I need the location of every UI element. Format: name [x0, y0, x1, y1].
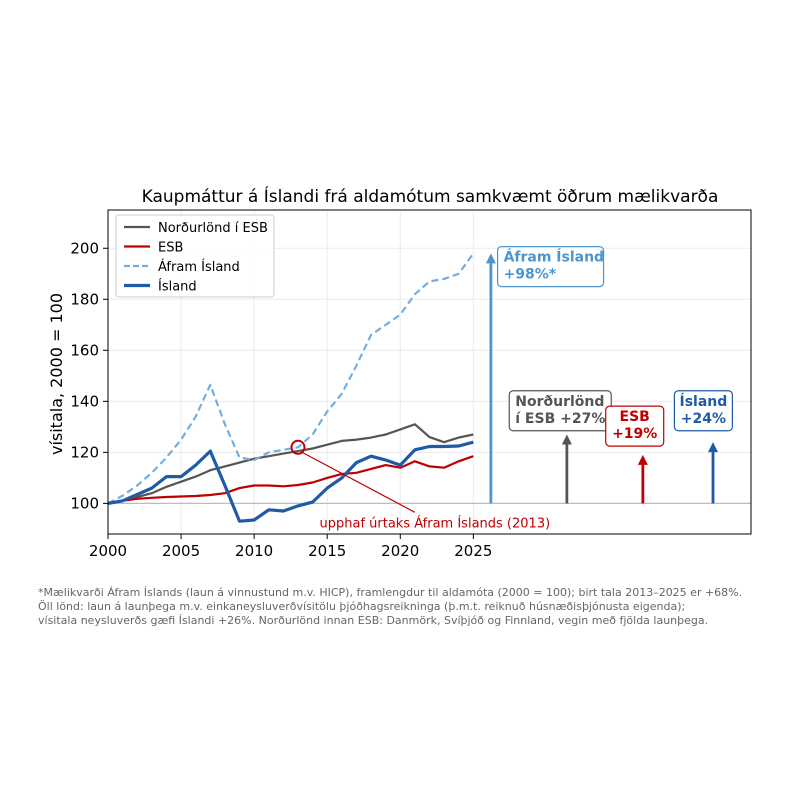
- change-arrow-head: [561, 434, 572, 445]
- y-tick-label: 100: [70, 494, 99, 512]
- change-label-line1: Áfram Ísland: [504, 249, 605, 266]
- start-marker-leader: [301, 451, 416, 513]
- legend-label: Áfram Ísland: [158, 259, 240, 275]
- x-tick-label: 2000: [89, 542, 127, 560]
- change-label-line1: Norðurlönd: [515, 394, 604, 410]
- footnote-3: vísitala neysluverðs gæfi Íslandi +26%. …: [38, 614, 709, 627]
- legend-label: Ísland: [158, 279, 197, 295]
- y-axis-label: vísitala, 2000 = 100: [47, 293, 66, 455]
- plot-frame: [107, 209, 752, 535]
- change-label-box: [673, 390, 733, 432]
- x-tick-label: 2025: [454, 542, 492, 560]
- series-line-1: [107, 423, 474, 505]
- annotation-layer: upphaf úrtaks Áfram Íslands (2013) Áfram …: [290, 246, 733, 532]
- change-label-line2: +24%: [681, 411, 726, 427]
- y-tick-label: 120: [70, 443, 99, 461]
- x-tick-label: 2010: [235, 542, 273, 560]
- x-tick-label: 2005: [162, 542, 200, 560]
- footnote-1: *Mælikvarði Áfram Íslands (laun á vinnus…: [38, 586, 743, 599]
- change-label-line2: +98%*: [504, 267, 557, 283]
- change-label-line1: Ísland: [680, 393, 728, 410]
- change-label-line2: +19%: [612, 426, 657, 442]
- change-label-box: [605, 405, 665, 447]
- y-tick-label: 160: [70, 341, 99, 359]
- change-label-box: [496, 246, 605, 288]
- change-label-line2: í ESB +27%: [515, 411, 605, 427]
- series-line-2: [107, 455, 474, 505]
- start-marker-label: upphaf úrtaks Áfram Íslands (2013): [320, 516, 551, 532]
- change-label-line1: ESB: [620, 409, 650, 425]
- legend-label: ESB: [158, 241, 183, 256]
- chart-title: Kaupmáttur á Íslandi frá aldamótum samkv…: [142, 185, 719, 207]
- change-arrow-head: [708, 442, 719, 453]
- legend: Norðurlönd í ESB ESB Áfram Ísland Ísland: [115, 214, 275, 298]
- y-tick-label: 200: [70, 239, 99, 257]
- y-tick-label: 140: [70, 392, 99, 410]
- tick-layer: 2000 2005 2010 2015 2020 2025 100 120 140 160 180 2…: [70, 239, 492, 560]
- legend-label: Norðurlönd í ESB: [158, 221, 268, 236]
- x-tick-label: 2015: [308, 542, 346, 560]
- start-marker-circle: [290, 439, 306, 455]
- x-tick-label: 2020: [381, 542, 419, 560]
- footnote-2: Öll lönd: laun á launþega m.v. einkaneys…: [38, 600, 686, 613]
- change-arrow-head: [637, 454, 648, 465]
- y-tick-label: 180: [70, 290, 99, 308]
- change-arrow-head: [485, 253, 496, 264]
- legend-box: [115, 214, 275, 298]
- series-line-4: [107, 440, 474, 523]
